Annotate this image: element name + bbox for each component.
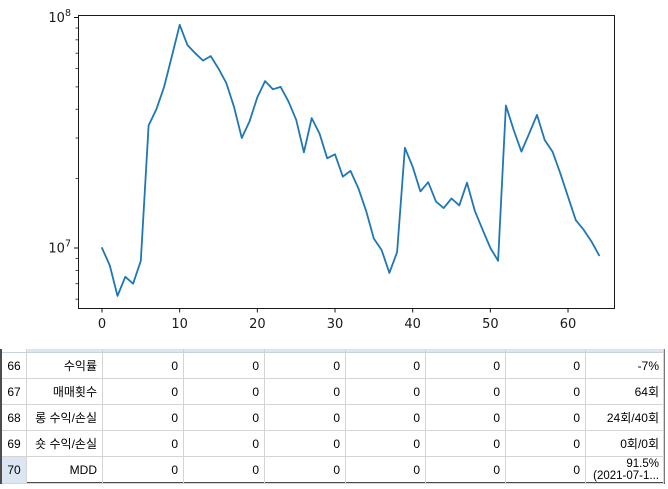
- value-cell[interactable]: 0: [103, 457, 184, 484]
- x-tick-label: 30: [327, 317, 344, 332]
- clipped-row-cell[interactable]: [346, 349, 426, 353]
- value-cell[interactable]: 0: [346, 353, 426, 379]
- x-tick-label: 20: [249, 317, 266, 332]
- value-cell[interactable]: 0: [103, 353, 184, 379]
- row-header-cell[interactable]: 69: [2, 431, 27, 457]
- x-tick-label: 0: [98, 317, 106, 332]
- row-header-cell[interactable]: 70: [2, 457, 27, 484]
- summary-cell[interactable]: 0회/0회: [586, 431, 664, 457]
- clipped-row-cell[interactable]: [27, 349, 103, 353]
- value-cell[interactable]: 0: [426, 457, 506, 484]
- chart-canvas: 0 10 20 30 40 50 60 107 108: [48, 8, 615, 332]
- value-cell[interactable]: 0: [346, 405, 426, 431]
- value-cell[interactable]: 0: [506, 379, 586, 405]
- metric-label-cell[interactable]: MDD: [27, 457, 103, 484]
- value-cell[interactable]: 0: [426, 431, 506, 457]
- value-cell[interactable]: 0: [103, 379, 184, 405]
- value-cell[interactable]: 0: [265, 431, 346, 457]
- clipped-row-cell[interactable]: [103, 349, 184, 353]
- equity-line: [101, 23, 600, 297]
- clipped-row-cell[interactable]: [586, 349, 664, 353]
- value-cell[interactable]: 0: [103, 405, 184, 431]
- backtest-results-grid[interactable]: 66 수익률 0 0 0 0 0 0 -7% 67 매매횟수 0 0 0 0 0 0 64회 68 롱 수익/손실 0 0…: [0, 349, 665, 484]
- value-cell[interactable]: 0: [426, 379, 506, 405]
- value-cell[interactable]: 0: [265, 405, 346, 431]
- value-cell[interactable]: 0: [346, 457, 426, 484]
- summary-line: 91.5%: [626, 457, 659, 470]
- clipped-row-cell[interactable]: [2, 349, 27, 353]
- value-cell[interactable]: 0: [184, 353, 265, 379]
- summary-line: (2021-07-1...: [593, 470, 659, 482]
- value-cell[interactable]: 0: [426, 353, 506, 379]
- value-cell[interactable]: 0: [506, 353, 586, 379]
- value-cell[interactable]: 0: [346, 431, 426, 457]
- value-cell[interactable]: 0: [506, 431, 586, 457]
- clipped-row-cell[interactable]: [426, 349, 506, 353]
- x-tick-label: 60: [560, 317, 577, 332]
- summary-cell[interactable]: 64회: [586, 379, 664, 405]
- summary-multiline: 91.5% (2021-07-1...: [593, 458, 659, 483]
- value-cell[interactable]: 0: [426, 405, 506, 431]
- y-tick-label: 108: [48, 8, 71, 26]
- value-cell[interactable]: 0: [265, 353, 346, 379]
- value-cell[interactable]: 0: [103, 431, 184, 457]
- y-tick-label: 107: [48, 239, 71, 257]
- clipped-row-cell[interactable]: [506, 349, 586, 353]
- summary-cell[interactable]: 91.5% (2021-07-1...: [586, 457, 664, 484]
- value-cell[interactable]: 0: [184, 431, 265, 457]
- value-cell[interactable]: 0: [184, 379, 265, 405]
- summary-cell[interactable]: -7%: [586, 353, 664, 379]
- value-cell[interactable]: 0: [184, 457, 265, 484]
- metric-label-cell[interactable]: 롱 수익/손실: [27, 405, 103, 431]
- row-header-cell[interactable]: 68: [2, 405, 27, 431]
- metric-label-cell[interactable]: 매매횟수: [27, 379, 103, 405]
- x-tick-label: 40: [404, 317, 421, 332]
- metric-label-cell[interactable]: 숏 수익/손실: [27, 431, 103, 457]
- metric-label-cell[interactable]: 수익률: [27, 353, 103, 379]
- equity-curve-chart: 0 10 20 30 40 50 60 107 108: [48, 8, 615, 332]
- summary-cell[interactable]: 24회/40회: [586, 405, 664, 431]
- clipped-row-cell[interactable]: [184, 349, 265, 353]
- clipped-row-cell[interactable]: [265, 349, 346, 353]
- value-cell[interactable]: 0: [184, 405, 265, 431]
- x-tick-label: 10: [171, 317, 188, 332]
- row-header-cell[interactable]: 67: [2, 379, 27, 405]
- value-cell[interactable]: 0: [346, 379, 426, 405]
- value-cell[interactable]: 0: [265, 457, 346, 484]
- value-cell[interactable]: 0: [265, 379, 346, 405]
- value-cell[interactable]: 0: [506, 457, 586, 484]
- plot-border: [78, 15, 615, 309]
- value-cell[interactable]: 0: [506, 405, 586, 431]
- x-tick-label: 50: [482, 317, 499, 332]
- row-header-cell[interactable]: 66: [2, 353, 27, 379]
